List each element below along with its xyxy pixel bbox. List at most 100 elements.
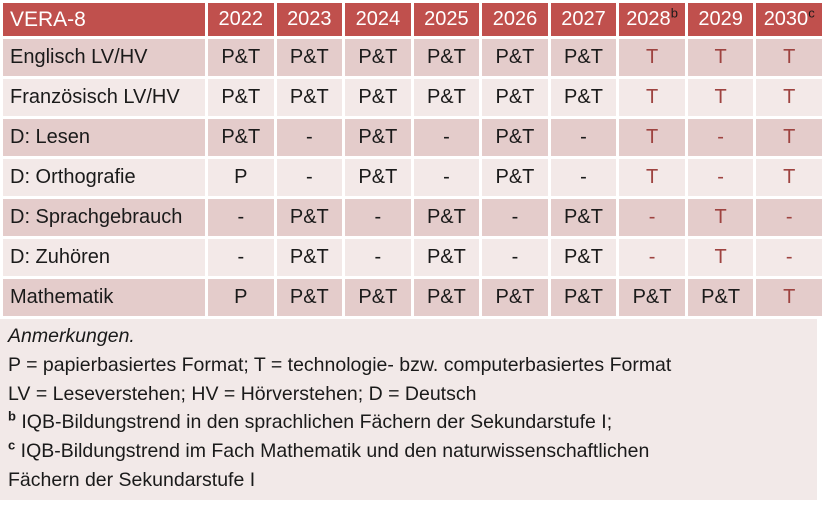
table-cell: - — [756, 199, 822, 236]
table-row: Mathematik P P&T P&T P&T P&T P&T P&T P&T T — [3, 279, 822, 316]
table-cell: P&T — [482, 279, 548, 316]
table-cell: T — [619, 119, 685, 156]
table-cell: P&T — [550, 279, 617, 316]
year-label: 2027 — [561, 8, 606, 30]
table-cell: P&T — [276, 279, 343, 316]
table-cell: - — [208, 239, 274, 276]
table-cell: - — [413, 119, 480, 156]
note-line: LV = Leseverstehen; HV = Hörverstehen; D… — [8, 380, 807, 409]
table-cell: - — [276, 159, 343, 196]
table-cell: - — [756, 239, 822, 276]
row-label: D: Lesen — [3, 119, 205, 156]
year-column-header: 2022 — [208, 3, 274, 36]
table-cell: P&T — [687, 279, 754, 316]
year-label: 2025 — [424, 8, 469, 30]
table-cell: P&T — [482, 39, 548, 76]
table-cell: - — [482, 199, 548, 236]
table-cell: P&T — [345, 159, 411, 196]
table-cell: P&T — [482, 119, 548, 156]
table-cell: T — [619, 159, 685, 196]
year-label: 2022 — [218, 8, 264, 30]
table-cell: P&T — [413, 279, 480, 316]
table-cell: P&T — [619, 279, 685, 316]
table-row: D: Lesen P&T - P&T - P&T - T - T — [3, 119, 822, 156]
table-row: D: Orthografie P - P&T - P&T - T - T — [3, 159, 822, 196]
table-cell: T — [756, 279, 822, 316]
table-cell: T — [619, 39, 685, 76]
year-label: 2028 — [626, 8, 671, 30]
row-label: Französisch LV/HV — [3, 79, 205, 116]
table-cell: - — [482, 239, 548, 276]
table-cell: P&T — [550, 39, 617, 76]
table-cell: P&T — [208, 119, 274, 156]
table-cell: - — [550, 119, 617, 156]
table-cell: P&T — [345, 39, 411, 76]
table-cell: T — [687, 79, 754, 116]
note-line: Fächern der Sekundarstufe I — [8, 466, 807, 495]
vera8-table: VERA-8 2022 2023 2024 2025 2026 2027 2028b 2029 2… — [3, 3, 822, 316]
year-column-header: 2027 — [550, 3, 617, 36]
table-cell: - — [687, 159, 754, 196]
table-cell: P&T — [413, 79, 480, 116]
note-line: Anmerkungen. — [8, 322, 807, 351]
table-row: Englisch LV/HV P&T P&T P&T P&T P&T P&T T T T — [3, 39, 822, 76]
table-cell: P&T — [550, 199, 617, 236]
table-title: VERA-8 — [3, 3, 205, 36]
notes: Anmerkungen. P = papierbasiertes Format; … — [0, 319, 817, 500]
row-label: Englisch LV/HV — [3, 39, 205, 76]
note-text: IQB-Bildungstrend in den sprachlichen Fä… — [21, 411, 613, 434]
row-label: D: Sprachgebrauch — [3, 199, 205, 236]
table-cell: P&T — [550, 79, 617, 116]
table-cell: - — [619, 239, 685, 276]
row-label: Mathematik — [3, 279, 205, 316]
note-line: c IQB-Bildungstrend im Fach Mathematik u… — [8, 437, 807, 466]
table-cell: P&T — [276, 79, 343, 116]
note-text: P = papierbasiertes Format; T = technolo… — [8, 353, 672, 376]
year-label: 2026 — [492, 8, 538, 30]
table-cell: T — [687, 39, 754, 76]
table-cell: P — [208, 159, 274, 196]
table-row: D: Sprachgebrauch - P&T - P&T - P&T - T - — [3, 199, 822, 236]
row-label: D: Zuhören — [3, 239, 205, 276]
table-cell: - — [345, 239, 411, 276]
year-column-header: 2029 — [687, 3, 754, 36]
table-cell: - — [413, 159, 480, 196]
note-text: LV = Leseverstehen; HV = Hörverstehen; D… — [8, 382, 477, 405]
note-line: P = papierbasiertes Format; T = technolo… — [8, 351, 807, 380]
table-cell: P&T — [276, 239, 343, 276]
table-cell: P&T — [208, 39, 274, 76]
note-text: Anmerkungen. — [8, 325, 135, 347]
table-cell: T — [756, 39, 822, 76]
year-label: 2030 — [763, 8, 809, 30]
note-line: b IQB-Bildungstrend in den sprachlichen … — [8, 408, 807, 437]
table-cell: P — [208, 279, 274, 316]
table-cell: - — [208, 199, 274, 236]
table-cell: T — [687, 239, 754, 276]
table-body: Englisch LV/HV P&T P&T P&T P&T P&T P&T T T T Franz… — [3, 39, 822, 316]
footnote-marker: c — [808, 5, 815, 21]
table-cell: P&T — [345, 119, 411, 156]
table-cell: P&T — [276, 39, 343, 76]
row-label: D: Orthografie — [3, 159, 205, 196]
table-cell: P&T — [208, 79, 274, 116]
year-column-header: 2025 — [413, 3, 480, 36]
table-cell: P&T — [550, 239, 617, 276]
year-column-header: 2026 — [482, 3, 548, 36]
year-column-header: 2024 — [345, 3, 411, 36]
table-cell: T — [756, 79, 822, 116]
year-column-header: 2030c — [756, 3, 822, 36]
year-column-header: 2028b — [619, 3, 685, 36]
table-cell: P&T — [482, 79, 548, 116]
table-row: D: Zuhören - P&T - P&T - P&T - T - — [3, 239, 822, 276]
table-row: Französisch LV/HV P&T P&T P&T P&T P&T P&T T T T — [3, 79, 822, 116]
year-label: 2023 — [287, 8, 332, 30]
footnote-marker: c — [8, 437, 16, 453]
table-cell: - — [345, 199, 411, 236]
table-cell: P&T — [413, 199, 480, 236]
table-cell: - — [276, 119, 343, 156]
table-cell: - — [619, 199, 685, 236]
header-row: VERA-8 2022 2023 2024 2025 2026 2027 2028b 2029 2… — [3, 3, 822, 36]
note-text: IQB-Bildungstrend im Fach Mathematik und… — [20, 440, 650, 463]
table-cell: P&T — [413, 239, 480, 276]
